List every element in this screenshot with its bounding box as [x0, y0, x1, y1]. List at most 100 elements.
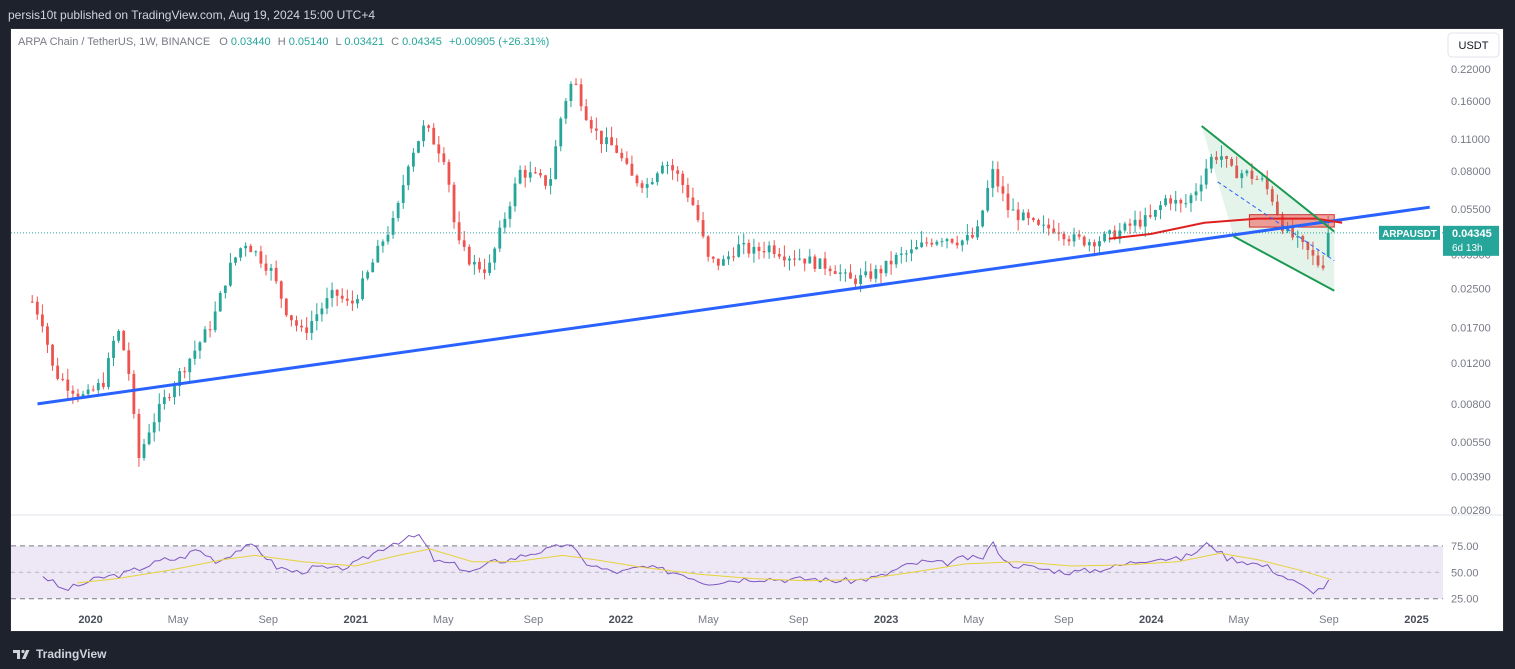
- candle-body[interactable]: [1245, 170, 1249, 174]
- candle-body[interactable]: [462, 240, 466, 247]
- candle-body[interactable]: [640, 183, 644, 188]
- candle-body[interactable]: [1047, 224, 1051, 229]
- candle-body[interactable]: [899, 253, 903, 255]
- candle-body[interactable]: [1291, 227, 1295, 238]
- candle-body[interactable]: [589, 120, 593, 129]
- candle-body[interactable]: [274, 267, 278, 282]
- candle-body[interactable]: [762, 251, 766, 253]
- candle-body[interactable]: [1001, 186, 1005, 194]
- tradingview-logo-icon[interactable]: [12, 644, 32, 664]
- candle-body[interactable]: [157, 403, 161, 423]
- candle-body[interactable]: [615, 145, 619, 153]
- candle-body[interactable]: [137, 413, 141, 459]
- candle-body[interactable]: [284, 298, 288, 316]
- candle-body[interactable]: [960, 240, 964, 246]
- candle-body[interactable]: [610, 137, 613, 146]
- candle-body[interactable]: [1255, 178, 1259, 180]
- candle-body[interactable]: [147, 432, 151, 445]
- candle-body[interactable]: [188, 358, 192, 373]
- candle-body[interactable]: [1148, 215, 1152, 217]
- candle-body[interactable]: [178, 371, 182, 387]
- candle-body[interactable]: [1174, 199, 1178, 204]
- candle-body[interactable]: [107, 358, 110, 387]
- candle-body[interactable]: [305, 327, 309, 333]
- candle-body[interactable]: [1194, 191, 1198, 196]
- candle-body[interactable]: [213, 311, 217, 331]
- candle-body[interactable]: [1128, 223, 1132, 226]
- candle-body[interactable]: [208, 329, 212, 331]
- candle-body[interactable]: [1016, 209, 1020, 221]
- candle-body[interactable]: [981, 210, 984, 227]
- candle-body[interactable]: [950, 239, 954, 243]
- candle-body[interactable]: [1184, 203, 1188, 205]
- candle-body[interactable]: [76, 393, 80, 397]
- candle-body[interactable]: [183, 371, 187, 373]
- candle-body[interactable]: [483, 269, 486, 273]
- candle-body[interactable]: [716, 258, 720, 266]
- candle-body[interactable]: [391, 218, 395, 235]
- candle-body[interactable]: [40, 314, 44, 327]
- candle-body[interactable]: [173, 386, 176, 398]
- candle-body[interactable]: [1296, 236, 1300, 238]
- candle-body[interactable]: [1026, 212, 1030, 219]
- candle-body[interactable]: [564, 100, 568, 119]
- candle-body[interactable]: [518, 169, 522, 184]
- candle-body[interactable]: [330, 289, 334, 299]
- candle-body[interactable]: [361, 278, 364, 300]
- candle-body[interactable]: [1199, 184, 1203, 192]
- candle-body[interactable]: [1326, 232, 1330, 257]
- candle-body[interactable]: [691, 197, 695, 206]
- candle-body[interactable]: [874, 268, 878, 279]
- candle-body[interactable]: [447, 162, 451, 185]
- candle-body[interactable]: [945, 239, 949, 242]
- candle-body[interactable]: [35, 301, 39, 315]
- candle-body[interactable]: [1108, 230, 1112, 234]
- candle-body[interactable]: [66, 379, 70, 391]
- candle-body[interactable]: [823, 258, 827, 269]
- candle-body[interactable]: [117, 330, 121, 341]
- candle-body[interactable]: [864, 271, 868, 276]
- candle-body[interactable]: [1230, 158, 1234, 166]
- candle-body[interactable]: [198, 342, 202, 351]
- candle-body[interactable]: [965, 234, 969, 241]
- candle-body[interactable]: [1037, 219, 1040, 225]
- candle-body[interactable]: [411, 152, 415, 167]
- candle-body[interactable]: [1220, 156, 1223, 160]
- candle-body[interactable]: [350, 300, 354, 304]
- candle-body[interactable]: [1087, 242, 1091, 246]
- candle-body[interactable]: [254, 251, 258, 253]
- candle-body[interactable]: [91, 389, 95, 391]
- candle-body[interactable]: [1306, 242, 1310, 251]
- candle-body[interactable]: [1250, 170, 1254, 179]
- candle-body[interactable]: [706, 236, 710, 257]
- candle-body[interactable]: [1062, 233, 1066, 240]
- candle-body[interactable]: [686, 184, 690, 198]
- candle-body[interactable]: [1270, 189, 1274, 202]
- candle-body[interactable]: [406, 166, 410, 186]
- candle-body[interactable]: [976, 226, 979, 238]
- candle-body[interactable]: [422, 125, 425, 142]
- candle-body[interactable]: [722, 259, 725, 266]
- candle-body[interactable]: [218, 292, 222, 312]
- candle-body[interactable]: [1067, 239, 1071, 242]
- candle-body[interactable]: [1153, 210, 1157, 217]
- candle-body[interactable]: [793, 258, 796, 260]
- candle-body[interactable]: [112, 340, 115, 359]
- candle-body[interactable]: [782, 256, 786, 261]
- candle-body[interactable]: [650, 182, 654, 185]
- candle-body[interactable]: [101, 382, 105, 387]
- candle-body[interactable]: [904, 253, 908, 255]
- candle-body[interactable]: [1169, 198, 1173, 204]
- candle-body[interactable]: [96, 382, 100, 391]
- candle-body[interactable]: [1143, 215, 1147, 227]
- candle-body[interactable]: [259, 251, 263, 264]
- candle-body[interactable]: [508, 206, 512, 219]
- candle-body[interactable]: [498, 227, 502, 249]
- candle-body[interactable]: [223, 285, 227, 293]
- candle-body[interactable]: [849, 272, 852, 279]
- candle-body[interactable]: [249, 245, 253, 253]
- candle-body[interactable]: [1077, 234, 1081, 237]
- candle-body[interactable]: [51, 344, 54, 366]
- candle-body[interactable]: [1301, 236, 1305, 243]
- candle-body[interactable]: [229, 262, 232, 286]
